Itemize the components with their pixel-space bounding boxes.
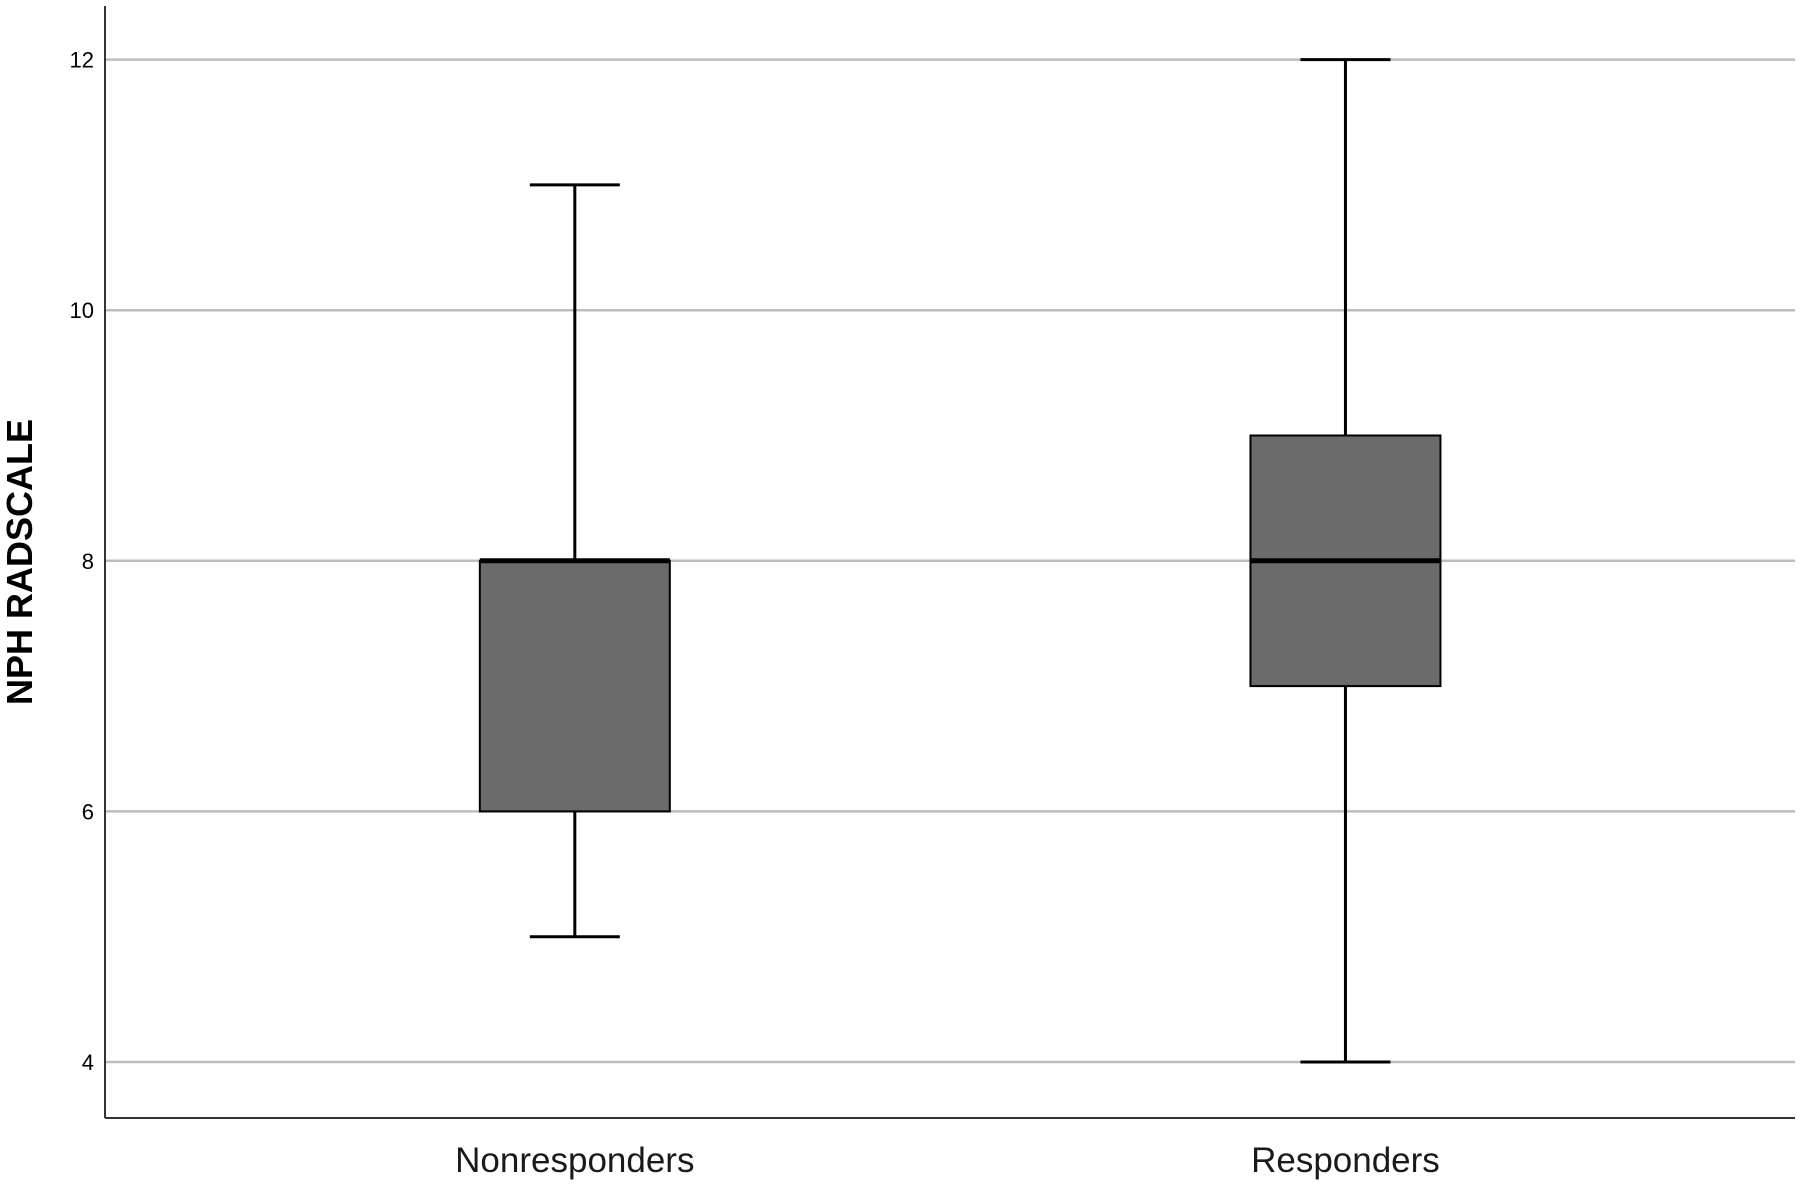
y-tick-labels: 4 6 8 10 12 xyxy=(70,48,94,1075)
y-tick-label: 8 xyxy=(82,549,94,574)
iqr-box xyxy=(478,559,671,813)
x-tick-label: Nonresponders xyxy=(455,1141,694,1180)
y-tick-label: 12 xyxy=(70,48,94,73)
y-tick-label: 4 xyxy=(82,1050,94,1075)
gridlines xyxy=(105,58,1795,1064)
boxes xyxy=(478,58,1442,1064)
y-tick-label: 6 xyxy=(82,799,94,824)
axes xyxy=(104,6,1795,1119)
y-tick-label: 10 xyxy=(70,298,94,323)
x-tick-labels: Nonresponders Responders xyxy=(455,1141,1440,1180)
y-axis-label: NPH RADSCALE xyxy=(0,419,40,705)
box-2 xyxy=(1249,58,1442,1064)
box-1 xyxy=(478,183,671,939)
x-tick-label: Responders xyxy=(1251,1141,1440,1180)
